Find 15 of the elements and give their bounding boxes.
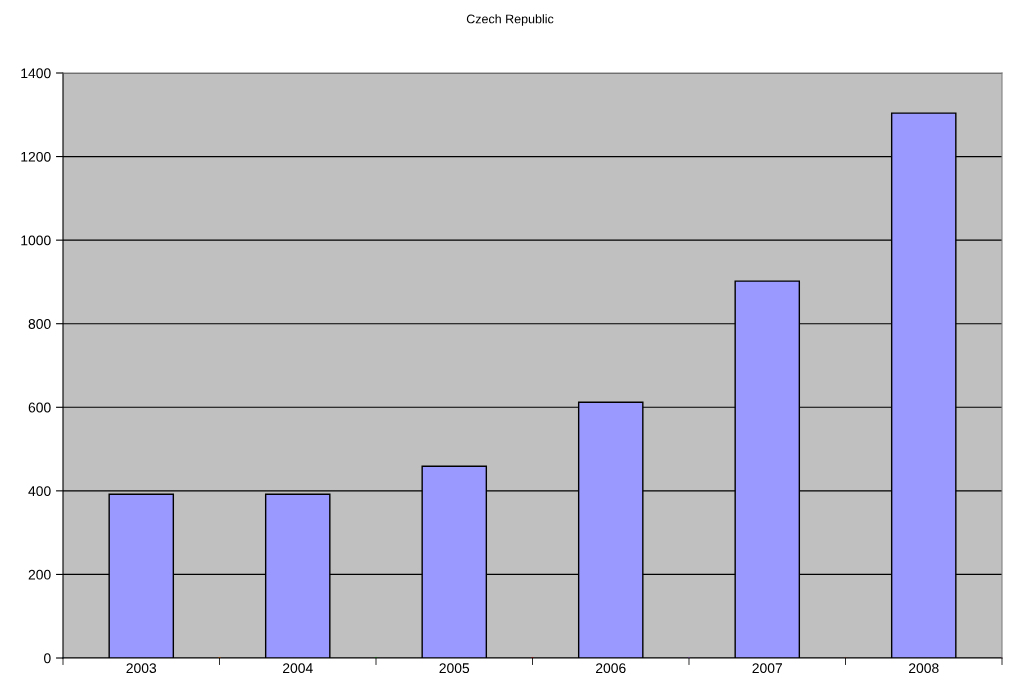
y-tick-label: 800 [28, 319, 51, 329]
y-tick-label: 400 [28, 486, 51, 497]
x-tick-label: 2006 [596, 663, 626, 674]
chart-title: Czech Republic [466, 14, 554, 26]
x-tick-label: 2004 [283, 663, 313, 674]
y-tick-label: 1000 [21, 235, 51, 246]
x-tick-label: 2005 [439, 663, 470, 674]
y-tick-label: 1400 [21, 68, 51, 79]
y-tick-label: 600 [28, 402, 51, 413]
y-tick-label: 200 [28, 569, 51, 580]
y-tick-label: 1200 [21, 151, 51, 162]
x-tick-label: 2008 [909, 663, 939, 674]
y-tick-label: 0 [44, 653, 51, 664]
x-tick-label: 2007 [752, 663, 782, 674]
x-tick-label: 2003 [126, 663, 157, 674]
